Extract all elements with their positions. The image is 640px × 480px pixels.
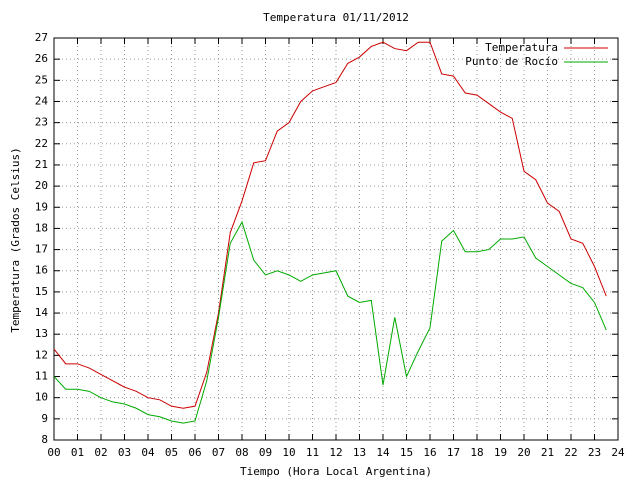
y-tick-label: 20 <box>35 179 48 192</box>
x-tick-label: 15 <box>400 446 413 459</box>
x-tick-label: 05 <box>165 446 178 459</box>
chart-title: Temperatura 01/11/2012 <box>263 11 409 24</box>
x-tick-label: 09 <box>259 446 272 459</box>
y-tick-label: 9 <box>41 412 48 425</box>
legend-label: Punto de Rocío <box>465 55 558 68</box>
y-tick-label: 13 <box>35 327 48 340</box>
x-tick-label: 14 <box>376 446 390 459</box>
y-tick-label: 19 <box>35 200 48 213</box>
y-tick-label: 24 <box>35 94 49 107</box>
x-tick-label: 03 <box>118 446 131 459</box>
x-tick-label: 08 <box>235 446 248 459</box>
x-tick-label: 00 <box>47 446 60 459</box>
y-tick-label: 11 <box>35 370 48 383</box>
y-axis-label: Temperatura (Grados Celsius) <box>9 147 22 332</box>
x-tick-label: 16 <box>423 446 436 459</box>
x-tick-label: 06 <box>188 446 201 459</box>
x-tick-label: 12 <box>329 446 342 459</box>
y-tick-label: 14 <box>35 306 49 319</box>
x-tick-label: 11 <box>306 446 319 459</box>
series-line <box>53 220 607 424</box>
x-tick-label: 22 <box>564 446 577 459</box>
x-axis-label: Tiempo (Hora Local Argentina) <box>240 465 432 478</box>
y-tick-label: 8 <box>41 433 48 446</box>
x-tick-label: 18 <box>470 446 483 459</box>
y-tick-label: 21 <box>35 158 48 171</box>
x-tick-label: 20 <box>517 446 530 459</box>
x-tick-label: 07 <box>212 446 225 459</box>
legend-label: Temperatura <box>485 41 558 54</box>
x-tick-label: 10 <box>282 446 295 459</box>
y-tick-label: 15 <box>35 285 48 298</box>
x-tick-label: 21 <box>541 446 554 459</box>
series-line <box>53 41 607 409</box>
y-tick-label: 22 <box>35 137 48 150</box>
x-tick-label: 24 <box>611 446 625 459</box>
x-tick-label: 02 <box>94 446 107 459</box>
x-tick-label: 17 <box>447 446 460 459</box>
x-tick-label: 04 <box>141 446 155 459</box>
y-tick-label: 12 <box>35 348 48 361</box>
y-tick-label: 26 <box>35 52 48 65</box>
x-tick-label: 13 <box>353 446 366 459</box>
y-tick-label: 23 <box>35 116 48 129</box>
x-tick-label: 01 <box>71 446 84 459</box>
y-tick-label: 16 <box>35 264 48 277</box>
plot-frame <box>53 37 619 441</box>
y-tick-label: 27 <box>35 31 48 44</box>
y-tick-label: 10 <box>35 391 48 404</box>
y-tick-label: 25 <box>35 73 48 86</box>
y-tick-label: 17 <box>35 243 48 256</box>
x-tick-label: 23 <box>588 446 601 459</box>
x-tick-label: 19 <box>494 446 507 459</box>
y-tick-label: 18 <box>35 221 48 234</box>
